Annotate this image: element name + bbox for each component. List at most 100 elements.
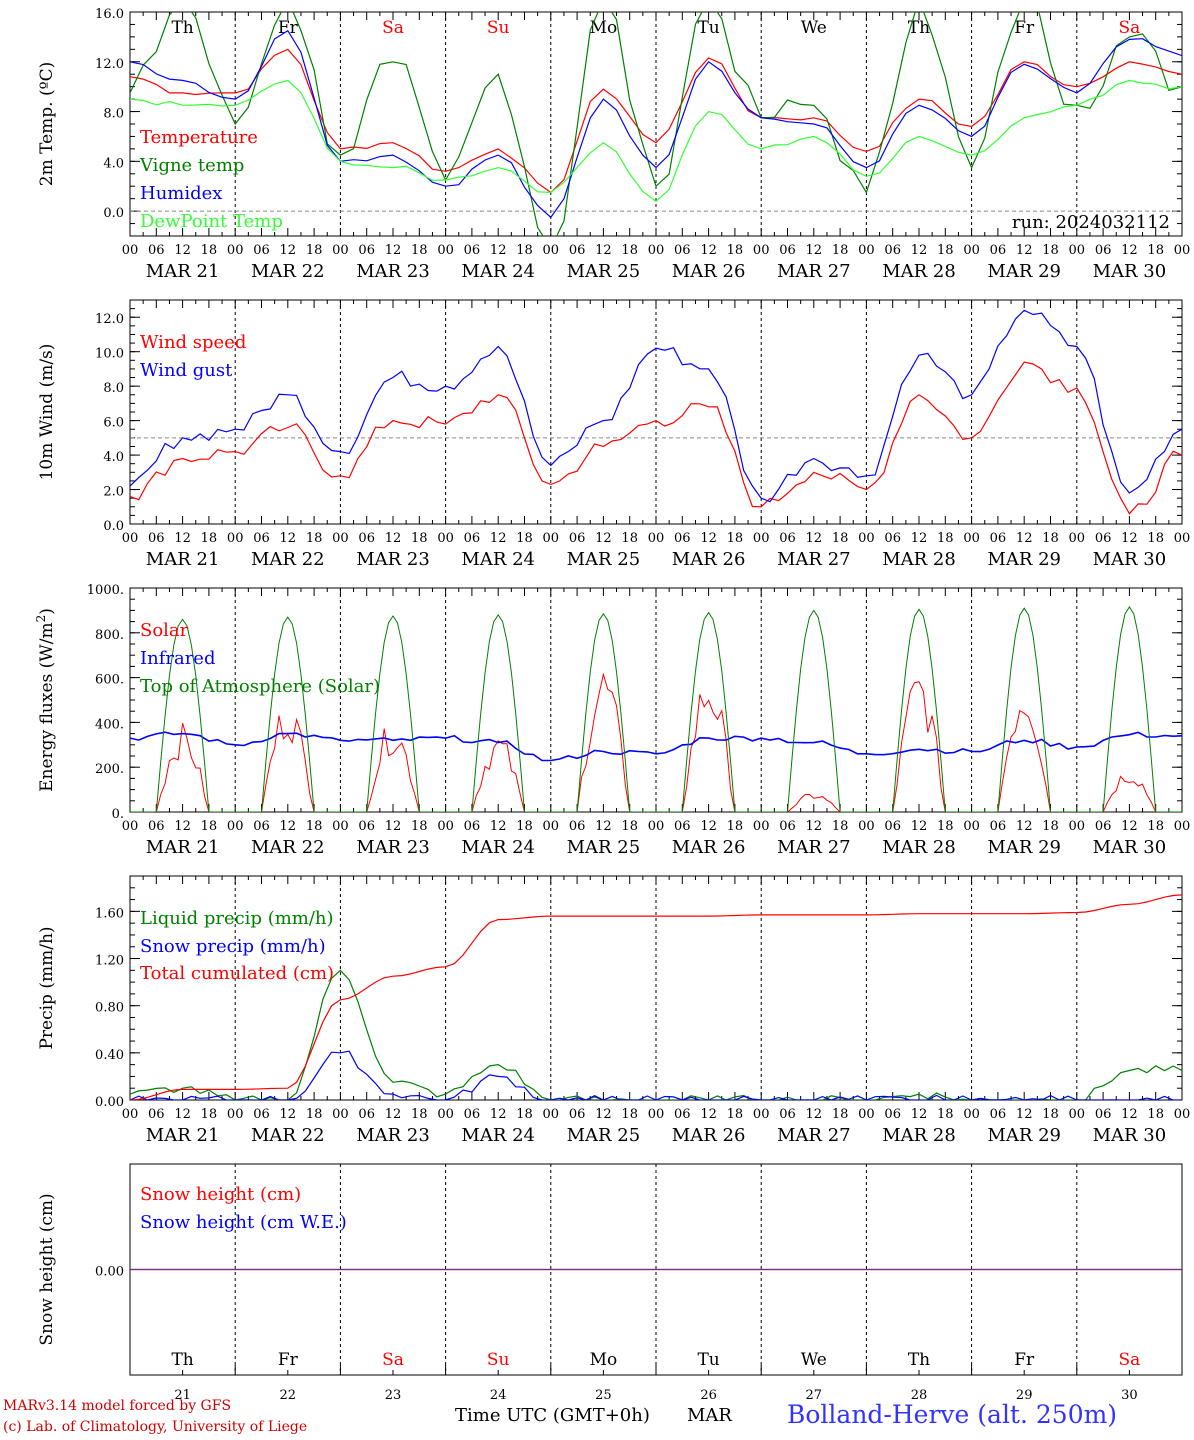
date-label: MAR 29 (987, 1125, 1061, 1146)
hour-tick-label: 12 (280, 531, 297, 546)
date-label: MAR 25 (567, 837, 641, 858)
date-label: MAR 24 (461, 549, 535, 570)
hour-tick-label: 00 (543, 243, 560, 258)
hour-tick-label: 12 (1121, 531, 1138, 546)
hour-tick-label: 18 (306, 531, 323, 546)
panel-0-series (130, 12, 1182, 236)
date-label: MAR 30 (1093, 1125, 1167, 1146)
date-label: MAR 28 (882, 549, 956, 570)
hour-tick-label: 18 (1042, 819, 1059, 834)
hour-tick-label: 00 (332, 243, 349, 258)
date-label: MAR 28 (882, 837, 956, 858)
legend-entry: Temperature (140, 127, 258, 148)
hour-tick-label: 18 (727, 819, 744, 834)
hour-tick-label: 00 (753, 531, 770, 546)
date-label: MAR 28 (882, 1125, 956, 1146)
hour-tick-label: 06 (464, 531, 481, 546)
hour-tick-label: 06 (569, 819, 586, 834)
panel-2-frame (129, 587, 1183, 813)
hour-tick-label: 00 (753, 1107, 770, 1122)
hour-tick-label: 06 (358, 531, 375, 546)
station-name: Bolland-Herve (alt. 250m) (787, 1400, 1118, 1429)
weekday-label: Su (487, 1350, 510, 1370)
weekday-label: Sa (1119, 1350, 1141, 1370)
panel-1-series (130, 309, 1182, 515)
hour-tick-label: 18 (1042, 1107, 1059, 1122)
hour-tick-label: 12 (806, 1107, 823, 1122)
series-line-wind-speed (130, 361, 1182, 515)
hour-tick-label: 06 (148, 531, 165, 546)
hour-tick-label: 18 (201, 1107, 218, 1122)
weekday-label: Mo (590, 18, 618, 38)
hour-tick-label: 12 (490, 531, 507, 546)
hour-tick-label: 00 (1174, 819, 1191, 834)
hour-tick-label: 00 (122, 531, 139, 546)
hour-tick-label: 06 (674, 819, 691, 834)
hour-tick-label: 00 (437, 819, 454, 834)
date-label: MAR 29 (987, 261, 1061, 282)
hour-tick-label: 00 (753, 819, 770, 834)
date-label: MAR 29 (987, 837, 1061, 858)
hour-tick-label: 06 (1095, 1107, 1112, 1122)
y-tick-label: 0.80 (95, 1001, 124, 1016)
hour-tick-label: 00 (122, 819, 139, 834)
hour-tick-label: 06 (884, 531, 901, 546)
y-tick-label: 4.0 (103, 450, 124, 465)
hour-tick-label: 00 (543, 819, 560, 834)
hour-tick-label: 00 (122, 243, 139, 258)
y-tick-label: 6.0 (103, 416, 124, 431)
y-axis-label: 10m Wind (m/s) (37, 344, 57, 481)
hour-tick-label: 00 (648, 531, 665, 546)
y-tick-label: 2.0 (103, 485, 124, 500)
weekday-label: Tu (697, 1350, 719, 1370)
hour-tick-label: 06 (253, 819, 270, 834)
hour-tick-label: 00 (227, 819, 244, 834)
y-tick-label: 0.00 (95, 1265, 124, 1280)
panel-3-series (130, 894, 1182, 1100)
hour-tick-label: 18 (1147, 1107, 1164, 1122)
legend-entry: Wind speed (140, 332, 246, 353)
date-label: MAR 24 (461, 1125, 535, 1146)
hour-tick-label: 00 (858, 1107, 875, 1122)
y-axis-label: Snow height (cm) (37, 1193, 57, 1345)
hour-tick-label: 06 (1095, 819, 1112, 834)
hour-tick-label: 18 (832, 1107, 849, 1122)
hour-tick-label: 06 (464, 819, 481, 834)
legend-entry: Infrared (140, 648, 215, 669)
date-label: MAR 27 (777, 837, 851, 858)
date-label: MAR 22 (251, 261, 325, 282)
hour-tick-label: 18 (832, 531, 849, 546)
hour-tick-label: 12 (595, 1107, 612, 1122)
date-label: MAR 25 (567, 1125, 641, 1146)
hour-tick-label: 00 (437, 243, 454, 258)
day-number-label: 30 (1121, 1388, 1138, 1403)
hour-tick-label: 06 (779, 531, 796, 546)
hour-tick-label: 18 (832, 819, 849, 834)
date-label: MAR 26 (672, 1125, 746, 1146)
weekday-label: Tu (697, 18, 719, 38)
date-label: MAR 27 (777, 261, 851, 282)
hour-tick-label: 18 (516, 243, 533, 258)
date-label: MAR 21 (146, 1125, 220, 1146)
day-number-label: 28 (911, 1388, 928, 1403)
date-label: MAR 26 (672, 549, 746, 570)
hour-tick-label: 18 (201, 819, 218, 834)
date-label: MAR 23 (356, 549, 430, 570)
hour-tick-label: 12 (280, 819, 297, 834)
hour-tick-label: 12 (280, 243, 297, 258)
hour-tick-label: 12 (174, 243, 191, 258)
hour-tick-label: 06 (569, 243, 586, 258)
hour-tick-label: 12 (490, 1107, 507, 1122)
hour-tick-label: 00 (963, 819, 980, 834)
hour-tick-label: 12 (806, 243, 823, 258)
hour-tick-label: 06 (779, 1107, 796, 1122)
weekday-label: Su (487, 18, 510, 38)
hour-tick-label: 18 (516, 1107, 533, 1122)
y-tick-label: 1.20 (95, 954, 124, 969)
hour-tick-label: 18 (411, 1107, 428, 1122)
hour-tick-label: 06 (148, 243, 165, 258)
hour-tick-label: 12 (806, 531, 823, 546)
hour-tick-label: 06 (674, 243, 691, 258)
hour-tick-label: 00 (1174, 531, 1191, 546)
hour-tick-label: 12 (595, 243, 612, 258)
